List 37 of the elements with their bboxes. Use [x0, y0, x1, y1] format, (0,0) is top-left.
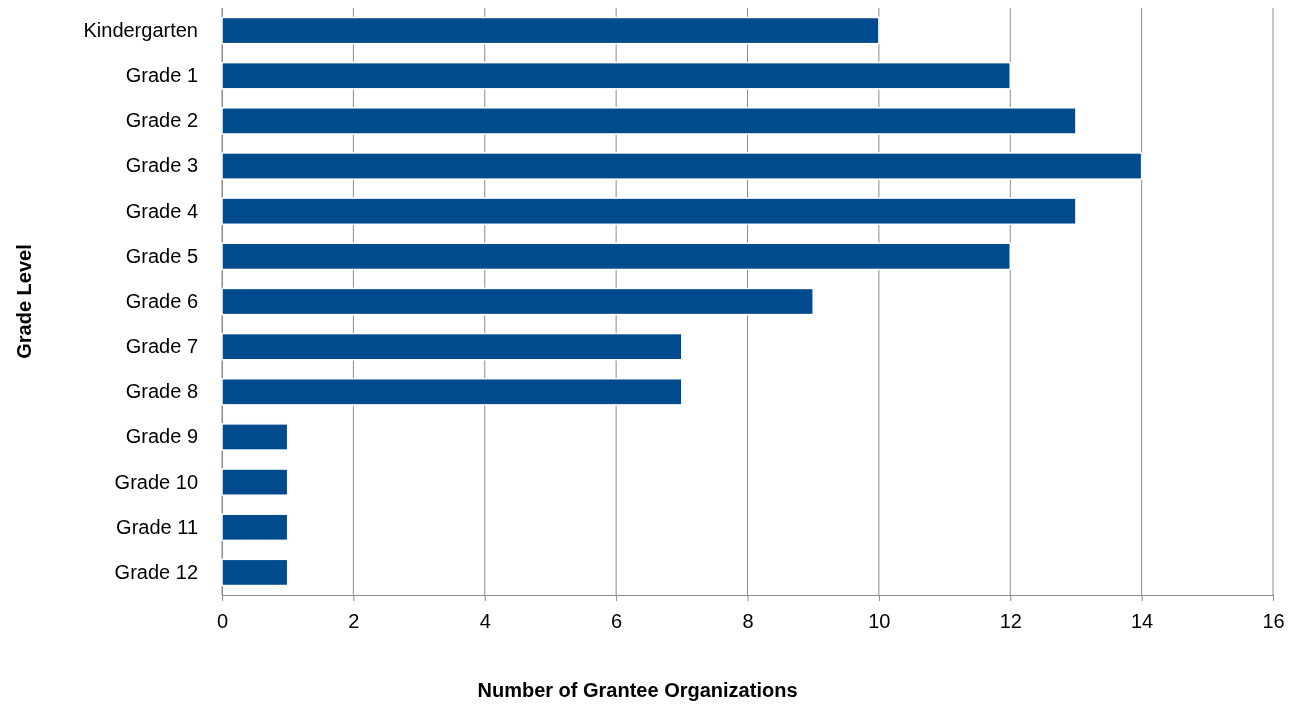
y-tick-label: Grade 12 [114, 560, 198, 583]
bar [221, 197, 1077, 226]
x-tick-label: 12 [999, 610, 1022, 632]
x-tick-label: 4 [479, 610, 491, 632]
bar [221, 61, 1011, 90]
y-tick-label: Kindergarten [83, 18, 198, 41]
y-tick-label: Grade 2 [125, 109, 198, 132]
bar [221, 107, 1077, 135]
bar [221, 16, 880, 45]
y-axis-title: Grade Level [13, 244, 35, 359]
bar [221, 377, 683, 406]
bar [221, 558, 289, 587]
x-tick-label: 0 [216, 610, 229, 632]
x-tick-label: 6 [611, 610, 623, 632]
y-tick-label: Grade 3 [125, 154, 198, 177]
bar [221, 242, 1011, 271]
y-tick-label: Grade 1 [125, 64, 198, 87]
y-tick-label: Grade 7 [125, 335, 198, 358]
bar [221, 287, 814, 316]
y-tick-label: Grade 5 [125, 244, 198, 267]
bar [221, 332, 683, 361]
bar [221, 468, 289, 496]
x-axis-title: Number of Grantee Organizations [477, 679, 798, 701]
y-tick-label: Grade 10 [114, 470, 198, 493]
y-tick-label: Grade 4 [125, 199, 198, 222]
bar [221, 152, 1143, 180]
x-tick-label: 10 [868, 610, 891, 632]
y-tick-label: Grade 11 [116, 515, 198, 538]
y-tick-label: Grade 6 [125, 289, 198, 312]
bar [221, 513, 289, 542]
x-tick-label: 2 [348, 610, 360, 632]
x-tick-label: 8 [742, 610, 754, 632]
x-tick-label: 16 [1262, 610, 1285, 632]
bar [221, 423, 289, 451]
y-tick-label: Grade 8 [125, 380, 198, 403]
y-tick-label: Grade 9 [125, 425, 198, 448]
x-tick-label: 14 [1131, 610, 1154, 632]
